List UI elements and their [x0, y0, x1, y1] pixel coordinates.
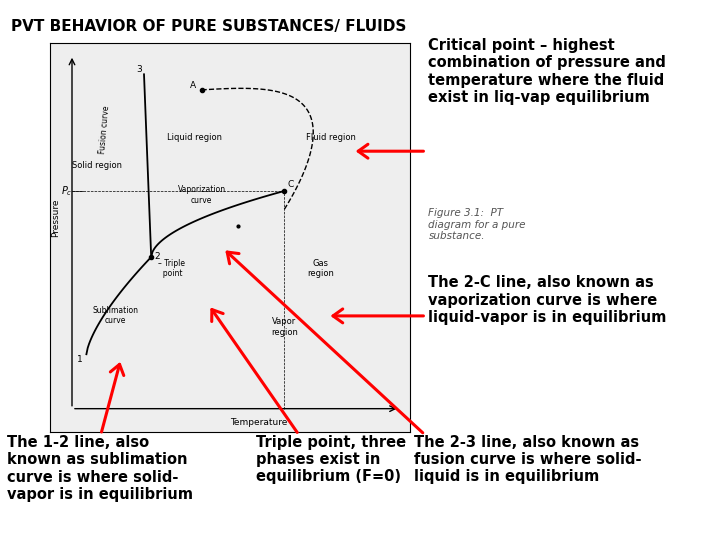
- Text: Gas
region: Gas region: [307, 259, 334, 279]
- Text: Fluid region: Fluid region: [306, 133, 356, 143]
- Text: Fusion curve: Fusion curve: [98, 105, 111, 154]
- Text: Triple point, three
phases exist in
equilibrium (F=0): Triple point, three phases exist in equi…: [256, 435, 406, 484]
- Text: The 2-C line, also known as
vaporization curve is where
liquid-vapor is in equil: The 2-C line, also known as vaporization…: [428, 275, 667, 325]
- Text: Vapor
region: Vapor region: [271, 318, 298, 337]
- Text: Vaporization
curve: Vaporization curve: [178, 185, 225, 205]
- Text: Sublimation
curve: Sublimation curve: [92, 306, 138, 325]
- Text: Pressure: Pressure: [51, 199, 60, 238]
- Text: Temperature: Temperature: [230, 418, 288, 427]
- Text: $P_c$: $P_c$: [61, 184, 73, 198]
- Text: 1: 1: [77, 355, 83, 364]
- Text: Liquid region: Liquid region: [167, 133, 222, 143]
- Text: Critical point – highest
combination of pressure and
temperature where the fluid: Critical point – highest combination of …: [428, 38, 666, 105]
- Text: 2: 2: [155, 252, 161, 261]
- Text: Figure 3.1:  PT
diagram for a pure
substance.: Figure 3.1: PT diagram for a pure substa…: [428, 208, 526, 241]
- Text: Solid region: Solid region: [72, 160, 122, 170]
- Text: 3: 3: [137, 65, 143, 75]
- Text: A: A: [190, 81, 196, 90]
- Text: C: C: [288, 180, 294, 189]
- Text: The 1-2 line, also
known as sublimation
curve is where solid-
vapor is in equili: The 1-2 line, also known as sublimation …: [7, 435, 193, 502]
- Text: The 2-3 line, also known as
fusion curve is where solid-
liquid is in equilibriu: The 2-3 line, also known as fusion curve…: [414, 435, 642, 484]
- Text: – Triple
  point: – Triple point: [158, 259, 186, 279]
- Text: PVT BEHAVIOR OF PURE SUBSTANCES/ FLUIDS: PVT BEHAVIOR OF PURE SUBSTANCES/ FLUIDS: [11, 19, 406, 34]
